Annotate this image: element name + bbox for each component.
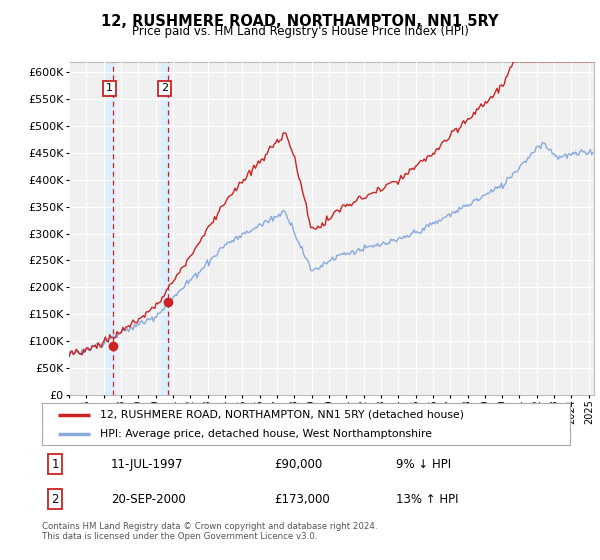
Text: 2: 2 [52, 493, 59, 506]
Text: 1: 1 [52, 458, 59, 470]
Text: 1: 1 [106, 83, 113, 94]
Text: 20-SEP-2000: 20-SEP-2000 [110, 493, 185, 506]
Text: 12, RUSHMERE ROAD, NORTHAMPTON, NN1 5RY: 12, RUSHMERE ROAD, NORTHAMPTON, NN1 5RY [101, 14, 499, 29]
Text: 2: 2 [161, 83, 168, 94]
Text: Contains HM Land Registry data © Crown copyright and database right 2024.
This d: Contains HM Land Registry data © Crown c… [42, 522, 377, 542]
Text: 13% ↑ HPI: 13% ↑ HPI [396, 493, 458, 506]
Text: £173,000: £173,000 [274, 493, 330, 506]
Text: 9% ↓ HPI: 9% ↓ HPI [396, 458, 451, 470]
Bar [106, 62, 114, 395]
Text: Price paid vs. HM Land Registry's House Price Index (HPI): Price paid vs. HM Land Registry's House … [131, 25, 469, 38]
Bar [161, 62, 169, 395]
Text: 11-JUL-1997: 11-JUL-1997 [110, 458, 183, 470]
Text: £90,000: £90,000 [274, 458, 323, 470]
Text: HPI: Average price, detached house, West Northamptonshire: HPI: Average price, detached house, West… [100, 429, 432, 439]
Text: 12, RUSHMERE ROAD, NORTHAMPTON, NN1 5RY (detached house): 12, RUSHMERE ROAD, NORTHAMPTON, NN1 5RY … [100, 409, 464, 419]
